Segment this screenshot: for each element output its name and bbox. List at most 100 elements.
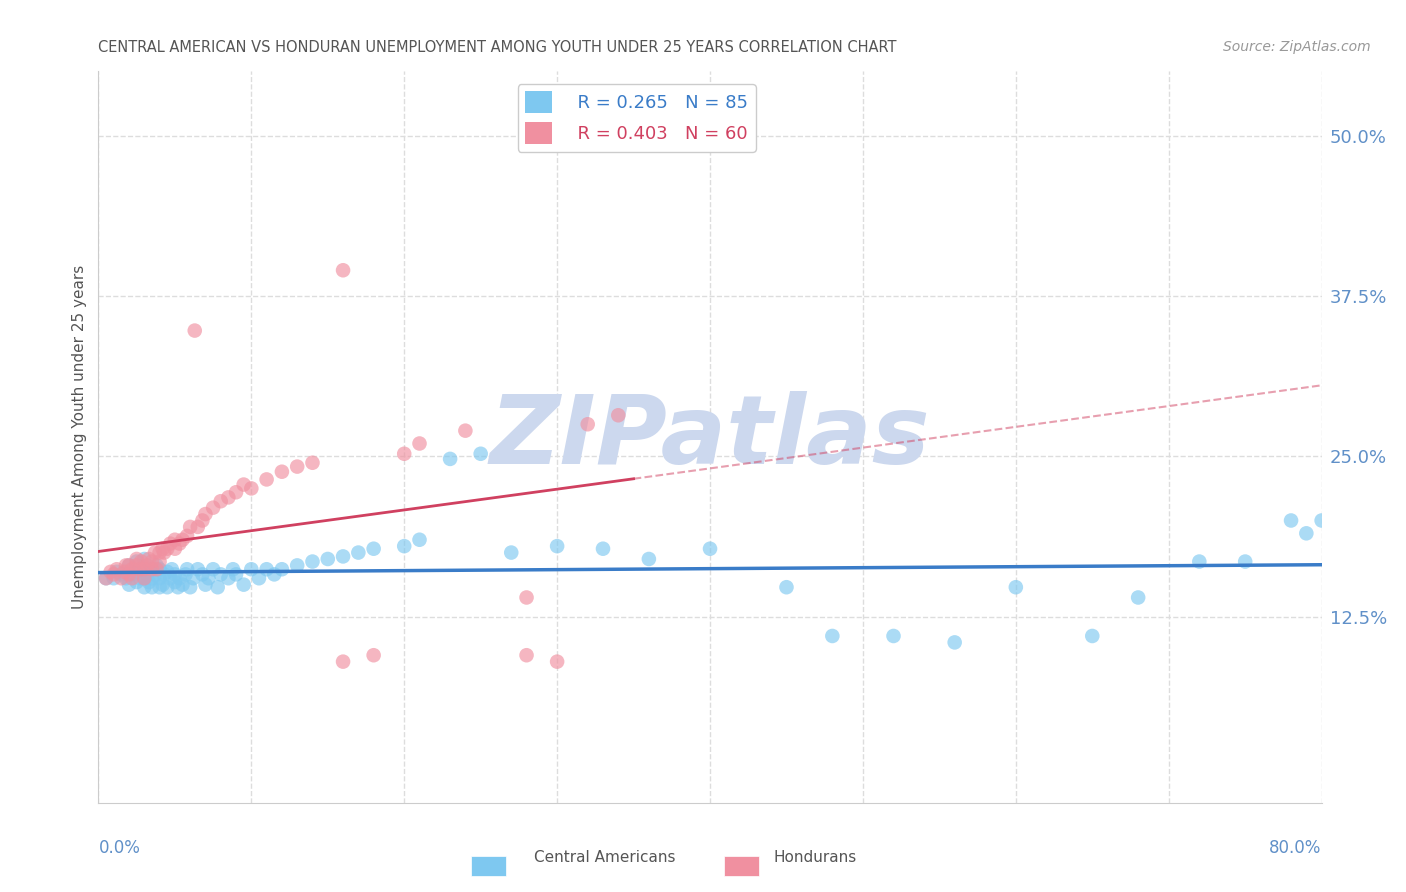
Point [207,580,229,594]
Point [176,529,198,543]
Point [94,571,117,585]
Point [775,580,797,594]
Point [125,552,148,566]
Point [100,565,122,579]
Point [169,536,191,550]
Point [184,324,207,338]
Point [110,571,132,585]
Point [408,533,430,547]
Point [202,562,225,576]
Point [217,491,239,505]
Point [112,565,135,579]
Point [167,580,190,594]
Point [232,477,254,491]
Point [501,545,523,559]
Point [156,580,179,594]
Point [103,567,125,582]
Point [470,447,492,461]
Point [821,629,844,643]
Point [1081,629,1104,643]
Point [179,580,201,594]
Point [163,567,186,582]
Point [191,567,214,582]
Point [138,575,160,590]
Point [105,562,128,576]
Point [121,567,143,582]
Point [125,558,148,573]
Point [134,552,156,566]
Point [103,571,125,585]
Point [136,567,159,582]
Point [546,655,568,669]
Point [172,577,194,591]
Point [118,558,141,573]
Point [138,552,160,566]
Point [118,567,141,582]
Point [128,571,150,585]
Point [145,558,167,573]
Point [149,580,172,594]
Point [1004,580,1026,594]
Text: 80.0%: 80.0% [1270,839,1322,857]
Point [347,545,370,559]
Point [115,558,138,573]
Point [699,541,721,556]
Text: ZIPatlas: ZIPatlas [489,391,931,483]
Point [392,539,416,553]
Text: Central Americans: Central Americans [534,850,676,865]
Point [105,565,128,579]
Point [163,541,186,556]
Point [153,567,176,582]
Point [159,536,181,550]
Point [408,436,430,450]
Point [363,541,385,556]
Point [546,539,568,553]
Point [194,507,217,521]
Point [202,500,225,515]
Point [222,562,245,576]
Point [247,571,270,585]
Point [128,562,150,576]
Point [363,648,385,663]
Point [187,562,209,576]
Point [176,562,198,576]
Point [191,514,214,528]
Point [240,482,263,496]
Point [316,552,339,566]
Point [1128,591,1150,605]
Point [285,459,308,474]
Point [149,545,172,559]
Point [225,567,247,582]
Point [1234,555,1257,569]
Point [516,591,538,605]
Point [332,263,354,277]
Point [134,571,156,585]
Point [121,562,143,576]
Text: 0.0%: 0.0% [98,839,141,857]
Text: CENTRAL AMERICAN VS HONDURAN UNEMPLOYMENT AMONG YOUTH UNDER 25 YEARS CORRELATION: CENTRAL AMERICAN VS HONDURAN UNEMPLOYMEN… [98,40,897,55]
Point [134,571,156,585]
Point [141,580,163,594]
Point [174,567,197,582]
Point [209,494,232,508]
Point [149,562,172,576]
Point [153,545,176,559]
Point [115,571,138,585]
Point [156,541,179,556]
Point [576,417,599,432]
Point [225,485,247,500]
Point [439,451,461,466]
Point [145,562,167,576]
Point [110,567,132,582]
Point [125,565,148,579]
Point [285,558,308,573]
Point [141,555,163,569]
Point [172,533,194,547]
Point [454,424,477,438]
Point [1295,526,1317,541]
Point [163,575,186,590]
Point [1310,514,1333,528]
Point [134,562,156,576]
Point [118,577,141,591]
Point [129,555,152,569]
